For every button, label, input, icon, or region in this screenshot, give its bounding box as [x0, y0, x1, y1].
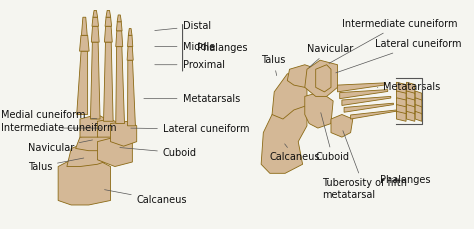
- Polygon shape: [396, 98, 406, 108]
- Polygon shape: [396, 91, 406, 101]
- Text: Middle: Middle: [155, 42, 215, 52]
- Polygon shape: [91, 42, 100, 119]
- Polygon shape: [80, 35, 89, 51]
- Text: Talus: Talus: [261, 55, 285, 76]
- Polygon shape: [407, 105, 415, 114]
- Text: Distal: Distal: [155, 21, 210, 31]
- Polygon shape: [106, 11, 111, 17]
- Text: Navicular: Navicular: [27, 140, 92, 153]
- Polygon shape: [407, 91, 415, 101]
- Polygon shape: [407, 82, 415, 94]
- Polygon shape: [117, 15, 121, 22]
- Polygon shape: [415, 105, 422, 114]
- Polygon shape: [117, 22, 122, 31]
- Polygon shape: [91, 26, 99, 42]
- Text: Calcaneus: Calcaneus: [270, 144, 320, 163]
- Polygon shape: [351, 110, 396, 119]
- Text: Intermediate cuneiform: Intermediate cuneiform: [329, 19, 457, 63]
- Polygon shape: [82, 17, 87, 35]
- Polygon shape: [305, 92, 333, 128]
- Polygon shape: [105, 17, 111, 26]
- Text: Metatarsals: Metatarsals: [377, 82, 441, 92]
- Polygon shape: [92, 17, 99, 26]
- Polygon shape: [128, 60, 136, 126]
- Polygon shape: [407, 111, 415, 121]
- Text: Proximal: Proximal: [155, 60, 225, 70]
- Polygon shape: [128, 35, 133, 47]
- Text: Calcaneus: Calcaneus: [105, 190, 187, 205]
- Text: Intermediate cuneiform: Intermediate cuneiform: [1, 123, 117, 133]
- Polygon shape: [331, 114, 353, 137]
- Polygon shape: [287, 65, 318, 87]
- Polygon shape: [98, 137, 132, 166]
- Text: Metatarsals: Metatarsals: [144, 94, 240, 104]
- Polygon shape: [415, 91, 422, 101]
- Polygon shape: [98, 119, 119, 137]
- Polygon shape: [396, 111, 406, 121]
- Polygon shape: [110, 121, 137, 146]
- Polygon shape: [344, 103, 393, 112]
- Polygon shape: [93, 11, 98, 17]
- Text: Tuberosity of fifth
metatarsal: Tuberosity of fifth metatarsal: [322, 131, 407, 200]
- Text: Navicular: Navicular: [307, 44, 353, 67]
- Text: Phalanges: Phalanges: [380, 175, 430, 185]
- Text: Cuboid: Cuboid: [316, 113, 350, 163]
- Polygon shape: [103, 42, 113, 121]
- Polygon shape: [396, 82, 406, 94]
- Polygon shape: [407, 98, 415, 108]
- Polygon shape: [337, 83, 385, 92]
- Polygon shape: [316, 65, 331, 92]
- Polygon shape: [261, 105, 307, 173]
- Text: Phalanges: Phalanges: [197, 43, 247, 53]
- Polygon shape: [58, 160, 110, 205]
- Polygon shape: [272, 74, 307, 119]
- Text: Lateral cuneiform: Lateral cuneiform: [336, 39, 461, 73]
- Polygon shape: [415, 111, 422, 121]
- Polygon shape: [340, 90, 388, 99]
- Polygon shape: [396, 105, 406, 114]
- Polygon shape: [415, 98, 422, 108]
- Polygon shape: [128, 29, 132, 35]
- Polygon shape: [116, 47, 125, 124]
- Polygon shape: [75, 133, 115, 151]
- Polygon shape: [127, 47, 133, 60]
- Polygon shape: [116, 31, 123, 47]
- Polygon shape: [342, 96, 391, 105]
- Text: Talus: Talus: [27, 158, 84, 172]
- Polygon shape: [80, 114, 106, 137]
- Text: Medial cuneiform: Medial cuneiform: [1, 109, 97, 120]
- Text: Cuboid: Cuboid: [120, 147, 197, 158]
- Polygon shape: [305, 60, 337, 96]
- Polygon shape: [104, 26, 112, 42]
- Polygon shape: [77, 51, 88, 114]
- Text: Lateral cuneiform: Lateral cuneiform: [131, 124, 249, 134]
- Polygon shape: [67, 142, 110, 166]
